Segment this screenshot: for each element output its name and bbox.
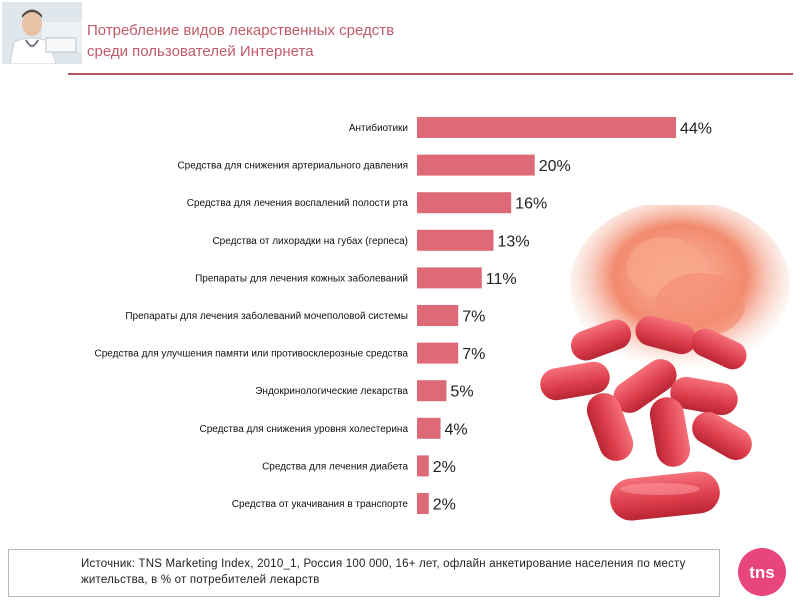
category-label: Препараты для лечения заболеваний мочепо… [125, 310, 408, 322]
bar [417, 417, 441, 439]
title-line-1: Потребление видов лекарственных средств [87, 22, 395, 39]
title-line-2: среди пользователей Интернета [87, 43, 314, 60]
header-divider [68, 73, 793, 75]
bar-chart: Антибиотики 44% Средства для снижения арте… [94, 117, 712, 514]
bar [417, 154, 535, 176]
value-label: 13% [498, 233, 530, 250]
category-label: Средства для снижения уровня холестерина [199, 424, 408, 435]
pills-image [540, 200, 790, 545]
doctor-photo [2, 2, 82, 64]
value-label: 7% [462, 309, 485, 326]
category-label: Средства для улучшения памяти или против… [94, 349, 408, 360]
category-label: Антибиотики [349, 122, 408, 134]
bar [417, 305, 459, 326]
value-label: 2% [433, 497, 456, 514]
category-label: Средства от лихорадки на губах (герпеса) [212, 235, 408, 247]
value-label: 5% [450, 384, 473, 401]
value-label: 16% [515, 196, 547, 213]
value-label: 7% [462, 346, 485, 363]
bar [417, 380, 447, 402]
bar [417, 192, 512, 214]
source-box: Источник: TNS Marketing Index, 2010_1, Р… [8, 549, 720, 597]
category-label: Средства для снижения артериального давл… [177, 161, 408, 172]
value-label: 2% [433, 459, 456, 476]
tns-logo: tns [736, 546, 788, 598]
value-label: 4% [445, 421, 468, 438]
page-title: Потребление видов лекарственных средств … [87, 20, 487, 62]
category-label: Средства от укачивания в транспорте [232, 499, 409, 510]
logo-text: tns [749, 563, 775, 582]
bar [417, 455, 429, 477]
value-label: 11% [486, 271, 517, 288]
category-label: Препараты для лечения кожных заболеваний [195, 272, 408, 284]
value-label: 44% [680, 121, 712, 138]
source-note: Источник: TNS Marketing Index, 2010_1, Р… [81, 558, 686, 586]
bar [417, 493, 429, 514]
category-label: Средства для лечения воспалений полости … [187, 198, 409, 209]
bar [417, 117, 676, 138]
bar [417, 229, 494, 251]
category-label: Средства для лечения диабета [262, 460, 408, 472]
bar [417, 267, 482, 289]
category-label: Эндокринологические лекарства [255, 386, 408, 397]
bar [417, 342, 459, 364]
value-label: 20% [539, 158, 571, 175]
